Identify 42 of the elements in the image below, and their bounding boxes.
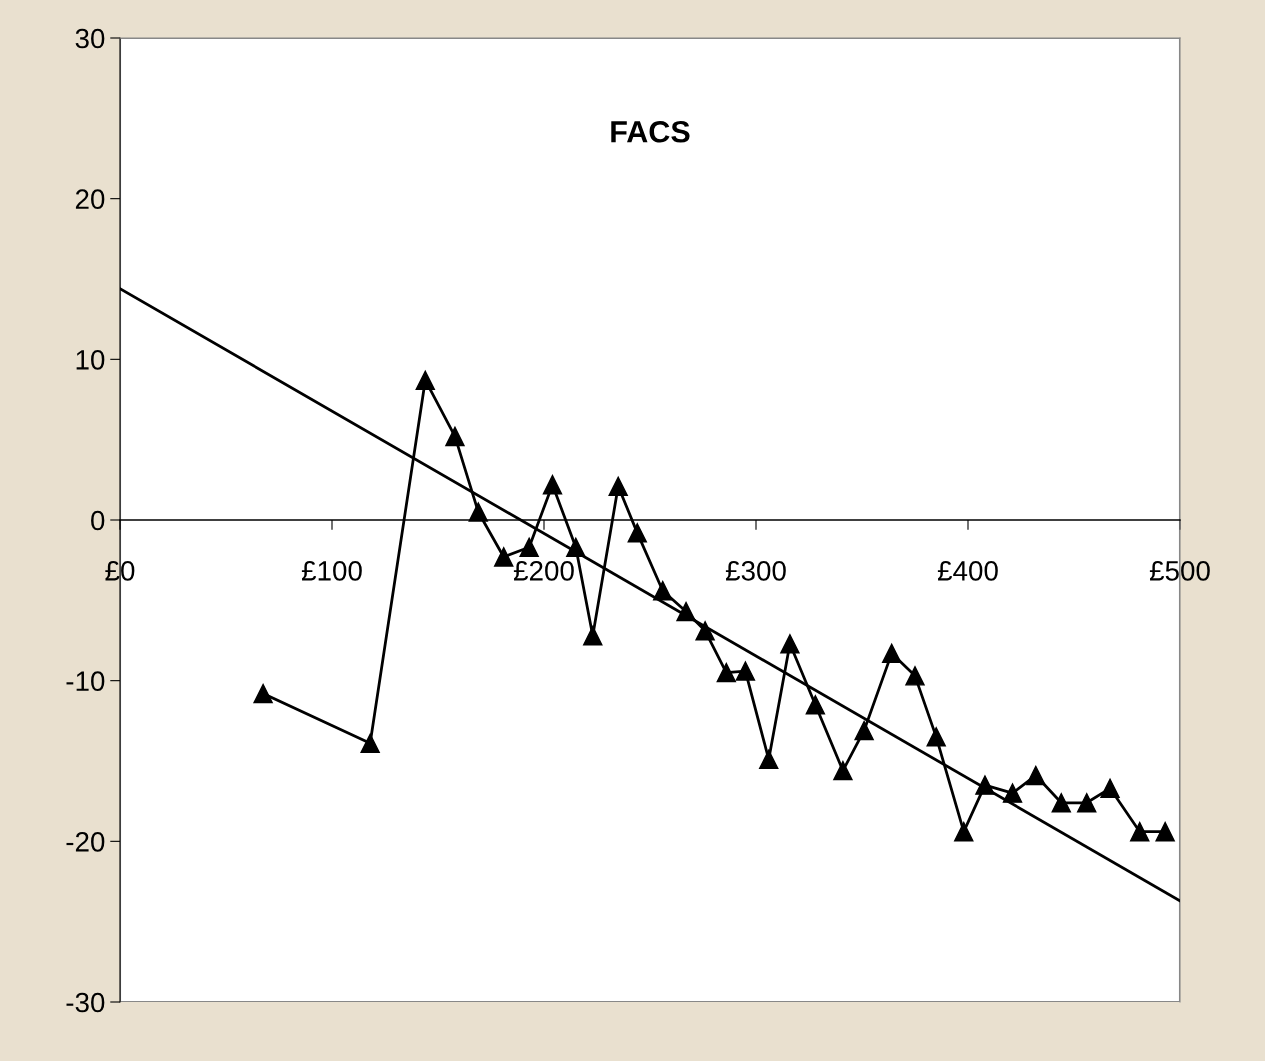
- point: [926, 727, 946, 747]
- y-tick-label: 0: [91, 510, 105, 531]
- y-tick-label: -10: [66, 671, 105, 692]
- point: [905, 666, 925, 686]
- point: [519, 537, 539, 558]
- point: [493, 547, 514, 567]
- point: [716, 662, 737, 683]
- point: [833, 760, 853, 781]
- point: [468, 502, 489, 522]
- point: [1155, 821, 1175, 842]
- point: [854, 720, 874, 741]
- x-tick-label: £500: [1149, 561, 1210, 581]
- point: [1051, 793, 1072, 813]
- y-tick-label: 20: [75, 189, 105, 210]
- x-tick-label: £300: [725, 561, 786, 581]
- point: [608, 476, 628, 496]
- point: [1100, 778, 1120, 799]
- y-tick-label: -20: [66, 832, 105, 852]
- point: [360, 733, 380, 754]
- point: [253, 683, 273, 704]
- point: [805, 695, 826, 715]
- point: [415, 370, 436, 390]
- y-tick-label: 30: [75, 28, 105, 49]
- point: [695, 621, 715, 641]
- point: [1076, 793, 1097, 813]
- point: [627, 523, 648, 543]
- point: [1026, 765, 1046, 786]
- x-tick-label: £100: [301, 561, 362, 581]
- y-tick-label: 10: [76, 350, 105, 370]
- point: [758, 749, 779, 770]
- y-tick-label: -30: [66, 992, 105, 1013]
- point: [780, 633, 800, 654]
- text: FACS: [611, 120, 690, 143]
- x-tick-label: £400: [937, 561, 998, 581]
- point: [735, 661, 756, 681]
- x-tick-label: £200: [513, 561, 574, 581]
- point: [583, 625, 603, 646]
- point: [881, 643, 902, 664]
- point: [1129, 821, 1150, 842]
- point: [954, 821, 974, 842]
- point: [542, 474, 563, 495]
- point: [445, 426, 465, 447]
